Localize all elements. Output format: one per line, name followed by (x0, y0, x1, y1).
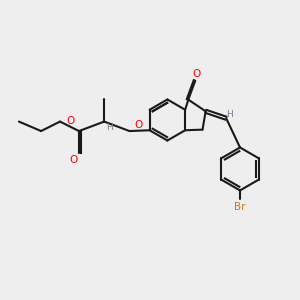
Text: O: O (134, 120, 143, 130)
Text: O: O (192, 69, 201, 79)
Text: O: O (69, 155, 77, 165)
Text: O: O (66, 116, 74, 126)
Text: H: H (106, 123, 113, 132)
Text: Br: Br (234, 202, 246, 212)
Text: H: H (226, 110, 233, 119)
